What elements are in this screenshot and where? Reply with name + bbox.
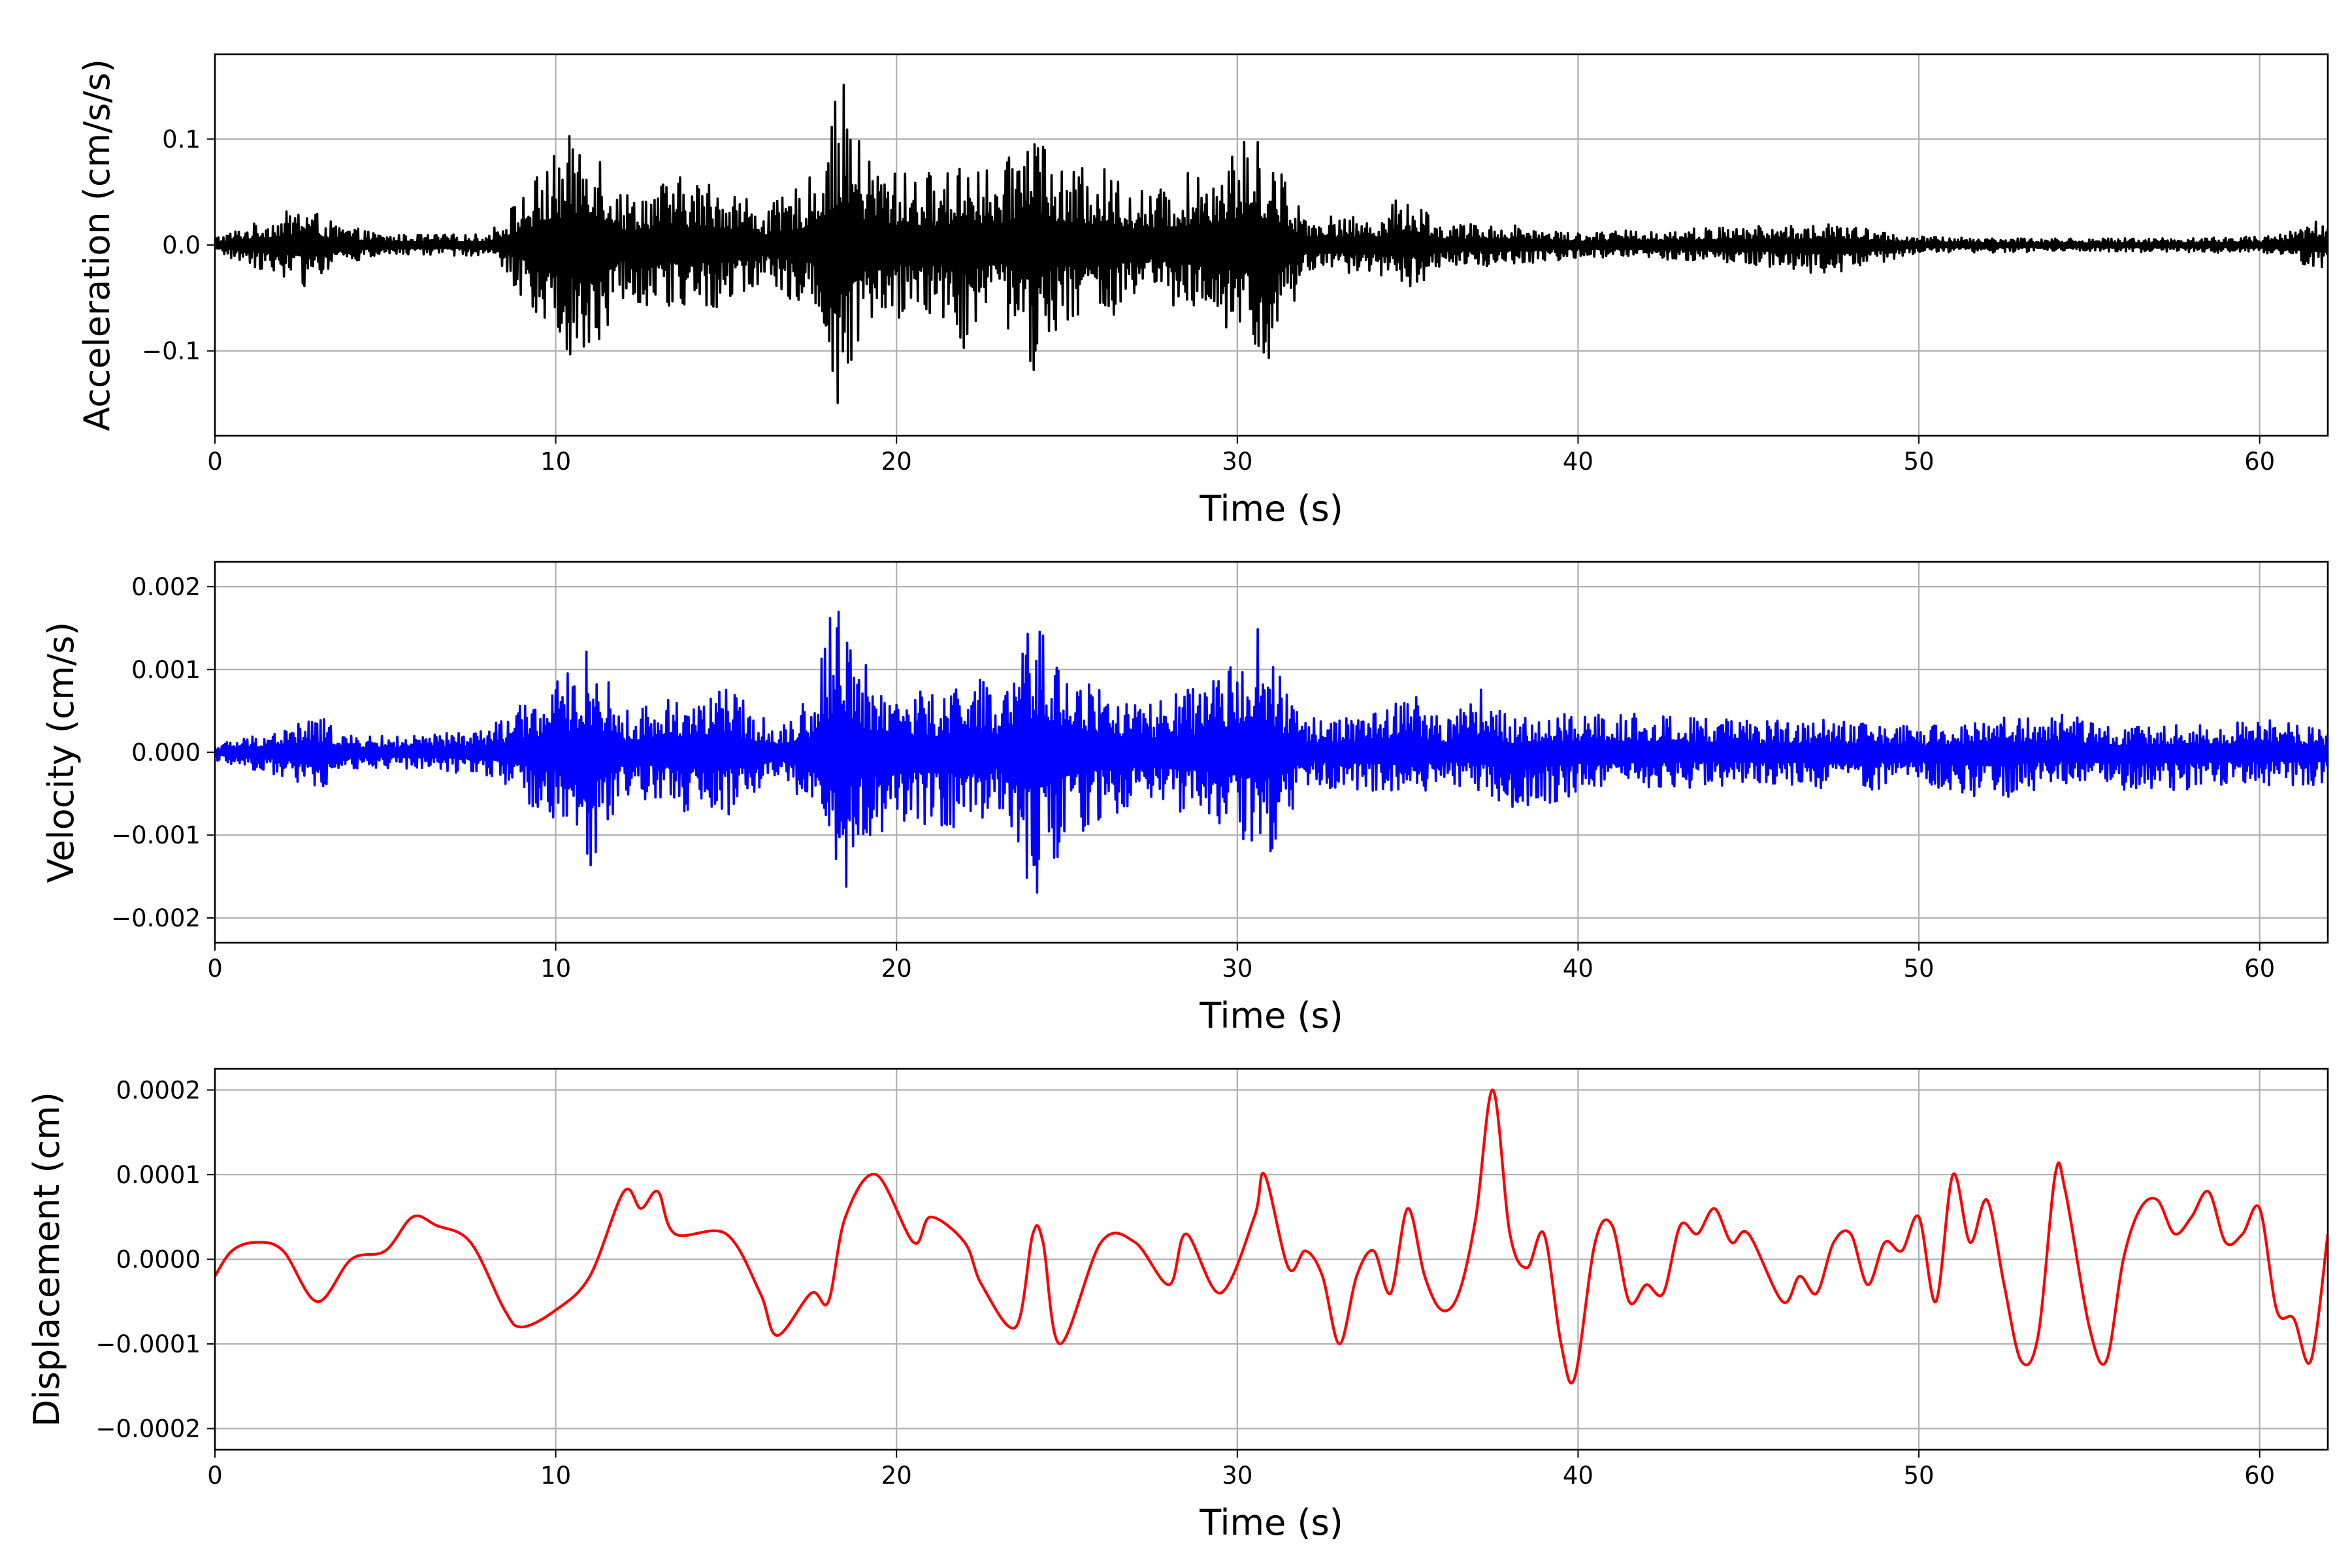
velocity-y-axis-label: Velocity (cm/s) <box>41 622 82 883</box>
acceleration-x-tick-label: 40 <box>1563 448 1593 476</box>
velocity-y-tick-label: 0.000 <box>131 739 201 767</box>
displacement-series <box>215 1088 2328 1384</box>
displacement-x-tick-label: 30 <box>1222 1462 1252 1490</box>
acceleration-x-tick-label: 60 <box>2244 448 2275 476</box>
velocity-x-tick-label: 40 <box>1563 955 1593 983</box>
displacement-grid <box>214 1069 2328 1450</box>
displacement-x-tick-label: 20 <box>881 1462 912 1490</box>
displacement-x-axis-label: Time (s) <box>1199 1502 1343 1543</box>
acceleration-x-tick-label: 50 <box>1904 448 1935 476</box>
acceleration-panel: 0 10 20 30 40 50 60 −0.1 0.0 0.1 Time (s) Acceler… <box>76 53 2329 529</box>
displacement-plot-frame <box>214 1068 2329 1451</box>
displacement-y-axis-label: Displacement (cm) <box>26 1092 67 1427</box>
velocity-x-tick-label: 10 <box>540 955 571 983</box>
displacement-x-tick-label: 0 <box>207 1462 223 1490</box>
velocity-y-tick-label: −0.001 <box>111 821 201 849</box>
velocity-series <box>215 610 2328 894</box>
acceleration-series <box>215 84 2328 404</box>
displacement-x-tick-label: 40 <box>1563 1462 1593 1490</box>
acceleration-series-line <box>215 84 2328 404</box>
displacement-x-tick-label: 50 <box>1904 1462 1935 1490</box>
velocity-y-tick-label: 0.002 <box>131 573 201 601</box>
displacement-series-line <box>215 1088 2328 1384</box>
displacement-y-tick-label: 0.0000 <box>116 1246 201 1274</box>
displacement-y-tick-label: −0.0001 <box>96 1330 201 1358</box>
displacement-x-tick-label: 10 <box>540 1462 571 1490</box>
velocity-x-tick-label: 50 <box>1904 955 1935 983</box>
velocity-x-tick-label: 30 <box>1222 955 1252 983</box>
velocity-plot-frame <box>214 561 2329 944</box>
velocity-ticks: 0 10 20 30 40 50 60 −0.002 −0.001 0.000 0.001 0.002 <box>111 573 2275 983</box>
velocity-x-axis-label: Time (s) <box>1199 995 1343 1036</box>
acceleration-x-tick-label: 20 <box>881 448 912 476</box>
velocity-x-tick-label: 20 <box>881 955 912 983</box>
acceleration-ticks: 0 10 20 30 40 50 60 −0.1 0.0 0.1 <box>142 125 2275 476</box>
displacement-ticks: 0 10 20 30 40 50 60 −0.0002 −0.0001 0.0000 0.0001 0… <box>96 1076 2276 1490</box>
acceleration-x-tick-label: 10 <box>540 448 571 476</box>
acceleration-y-tick-label: 0.0 <box>162 231 201 259</box>
displacement-panel: 0 10 20 30 40 50 60 −0.0002 −0.0001 0.0000 0.0001 0… <box>26 1068 2329 1543</box>
displacement-y-tick-label: 0.0002 <box>116 1076 201 1104</box>
velocity-panel: 0 10 20 30 40 50 60 −0.002 −0.001 0.000 0.001 0.002… <box>41 561 2329 1036</box>
acceleration-plot-frame <box>214 53 2329 437</box>
velocity-y-tick-label: 0.001 <box>131 656 201 684</box>
velocity-x-tick-label: 60 <box>2244 955 2275 983</box>
acceleration-y-tick-label: 0.1 <box>162 125 201 154</box>
acceleration-x-axis-label: Time (s) <box>1199 488 1343 529</box>
velocity-x-tick-label: 0 <box>207 955 223 983</box>
acceleration-y-tick-label: −0.1 <box>142 337 201 365</box>
displacement-x-tick-label: 60 <box>2244 1462 2275 1490</box>
acceleration-x-tick-label: 30 <box>1222 448 1252 476</box>
velocity-series-line <box>215 610 2328 894</box>
acceleration-x-tick-label: 0 <box>207 448 223 476</box>
acceleration-y-axis-label: Acceleration (cm/s/s) <box>76 59 118 431</box>
displacement-y-tick-label: −0.0002 <box>96 1415 201 1443</box>
displacement-y-tick-label: 0.0001 <box>116 1161 201 1189</box>
velocity-y-tick-label: −0.002 <box>111 904 201 932</box>
